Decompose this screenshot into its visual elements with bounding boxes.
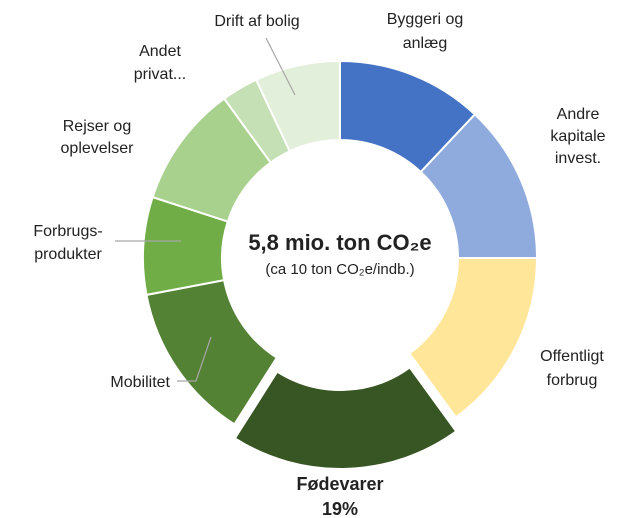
category-label: invest. xyxy=(555,150,601,167)
category-label: Drift af bolig xyxy=(214,13,299,30)
slice xyxy=(233,366,458,470)
category-label: oplevelser xyxy=(61,140,135,157)
leader-line xyxy=(265,37,296,96)
category-label: Rejser og xyxy=(63,118,131,135)
category-label: produkter xyxy=(34,246,102,263)
category-label: Offentligt xyxy=(540,348,604,365)
category-label: Mobilitet xyxy=(110,374,170,391)
chart-title: 5,8 mio. ton CO₂e xyxy=(248,230,431,255)
category-label: Andre xyxy=(557,106,600,123)
category-label: Forbrugs- xyxy=(33,223,102,240)
value-label: 19% xyxy=(322,499,358,518)
slices xyxy=(142,59,539,470)
chart-subtitle: (ca 10 ton CO₂e/indb.) xyxy=(265,261,414,278)
slice xyxy=(254,59,341,153)
slice xyxy=(407,257,539,419)
category-label: Andet xyxy=(139,43,181,60)
category-label: Fødevarer xyxy=(296,474,383,494)
category-label: anlæg xyxy=(403,35,447,52)
category-label: privat... xyxy=(134,66,186,83)
leader-line xyxy=(177,336,212,382)
category-label: kapitale xyxy=(550,128,605,145)
category-label: Byggeri og xyxy=(387,11,464,28)
category-label: forbrug xyxy=(547,372,598,389)
